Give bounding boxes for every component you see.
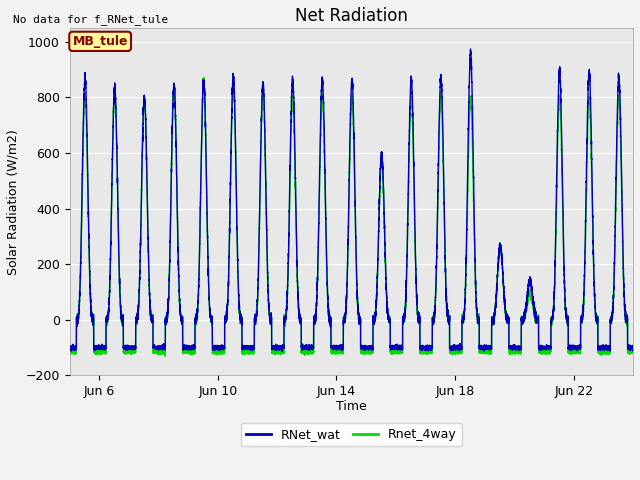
X-axis label: Time: Time [336, 399, 367, 413]
Title: Net Radiation: Net Radiation [295, 7, 408, 25]
Text: No data for f_RNet_tule: No data for f_RNet_tule [13, 14, 168, 25]
Legend: RNet_wat, Rnet_4way: RNet_wat, Rnet_4way [241, 423, 462, 446]
Text: MB_tule: MB_tule [72, 35, 128, 48]
Y-axis label: Solar Radiation (W/m2): Solar Radiation (W/m2) [7, 129, 20, 275]
